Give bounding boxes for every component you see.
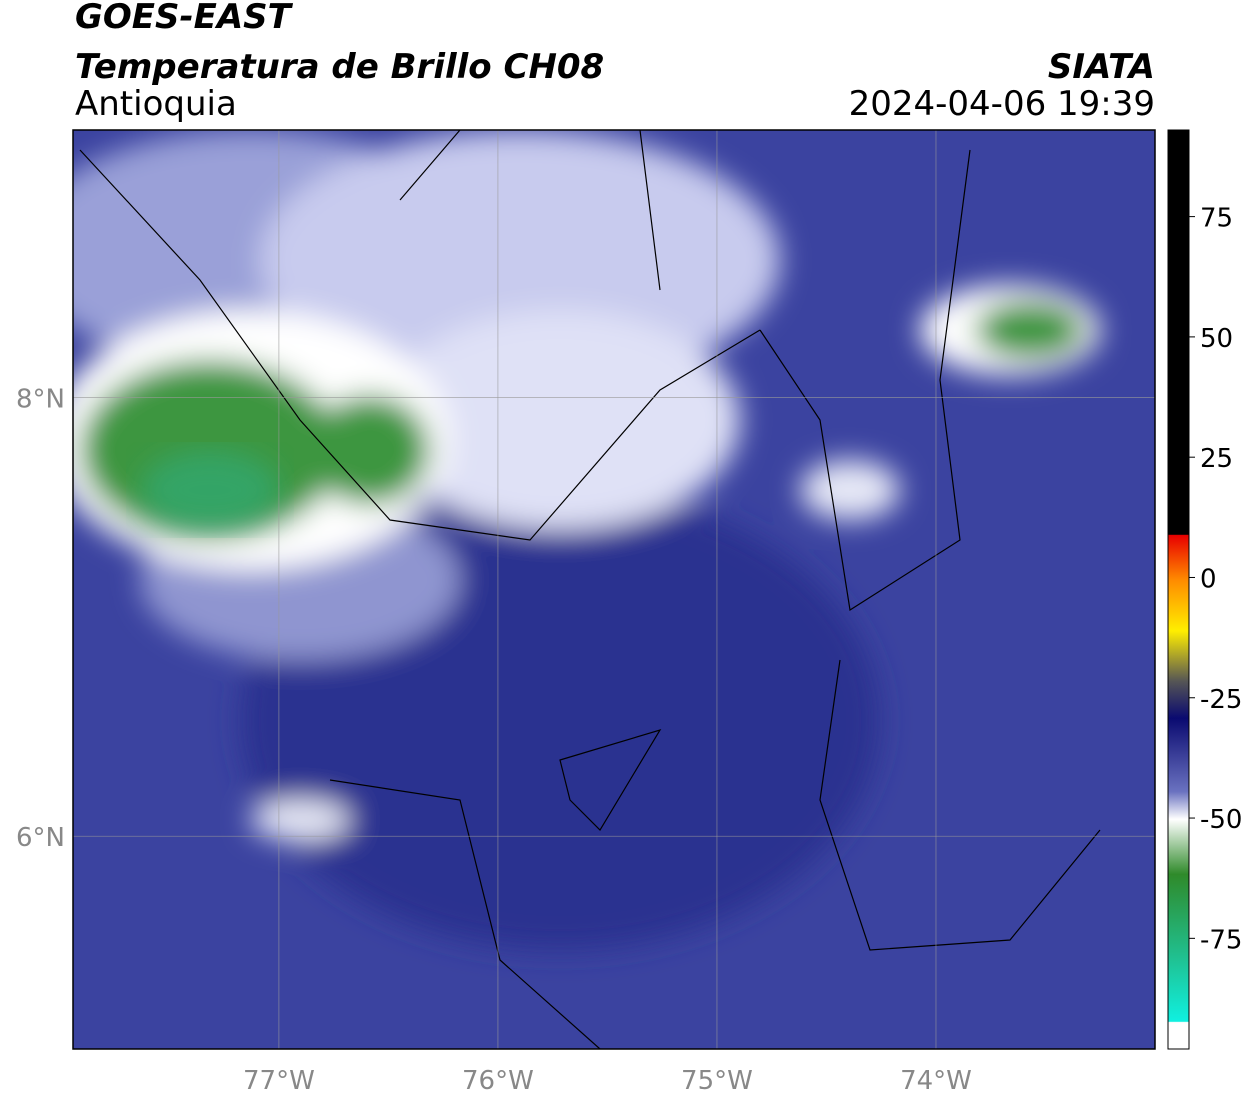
colorbar-tick-label: -25 [1200,685,1242,715]
y-tick-label: 8°N [16,385,65,415]
y-tick-label: 6°N [16,823,65,853]
source: SIATA [1048,47,1155,87]
colorbar-tick-label: 50 [1200,324,1233,354]
colorbar-tick-label: 75 [1200,204,1233,234]
colorbar-tick-label: -50 [1200,805,1242,835]
colorbar-tick-label: 25 [1200,444,1233,474]
x-tick-label: 74°W [900,1066,972,1096]
x-tick-label: 76°W [462,1066,534,1096]
x-tick-label: 75°W [681,1066,753,1096]
x-tick-label: 77°W [243,1066,315,1096]
colorbar-tick-label: -75 [1200,925,1242,955]
colorbar-tick-label: 0 [1200,564,1217,594]
colorbar [1167,129,1190,1050]
subtitle: Temperatura de Brillo CH08 [75,47,604,87]
title: GOES-EAST [75,0,294,37]
map-image [73,130,1155,1049]
region: Antioquia [75,84,237,124]
map-frame [72,129,1156,1050]
datetime: 2024-04-06 19:39 [849,84,1155,124]
